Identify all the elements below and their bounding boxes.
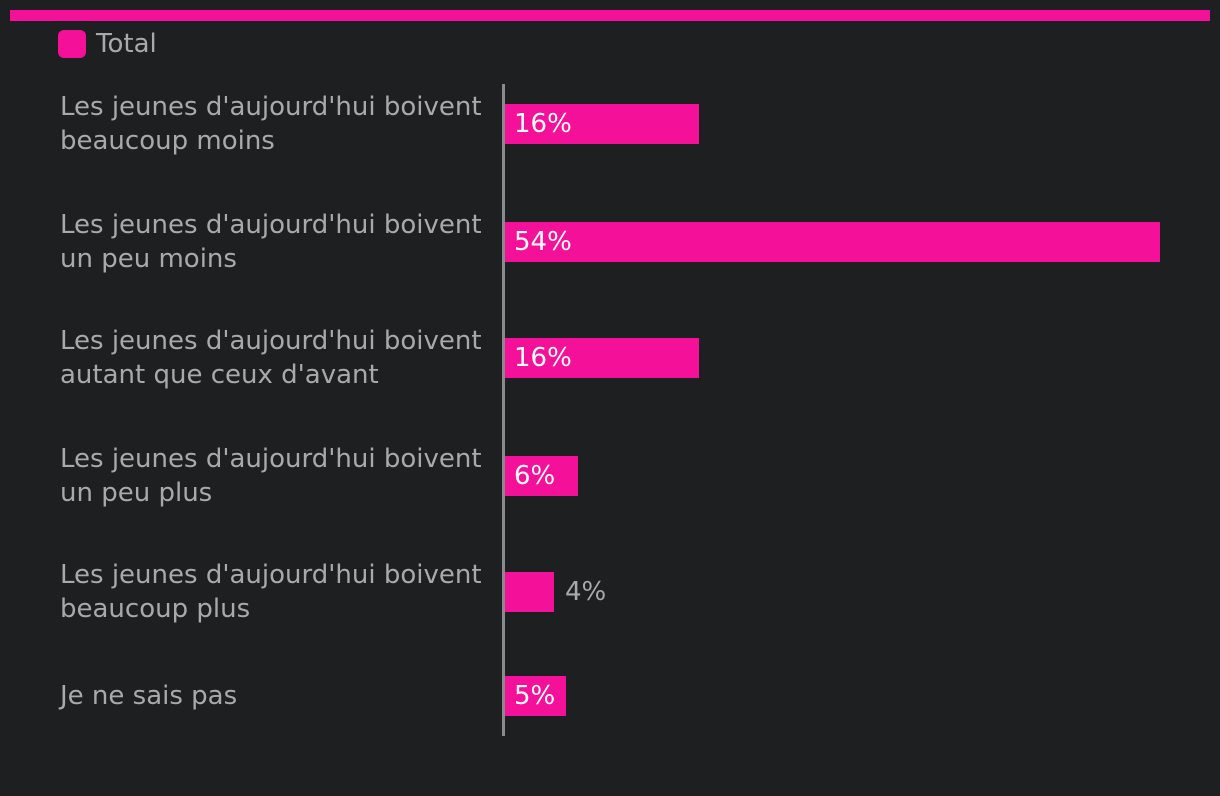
legend-swatch bbox=[58, 30, 86, 58]
legend-label-total: Total bbox=[96, 29, 157, 59]
bar bbox=[505, 104, 699, 144]
bar-value-label: 16% bbox=[514, 343, 572, 373]
bar-value-label: 54% bbox=[514, 227, 572, 257]
bar bbox=[505, 676, 566, 716]
bar bbox=[505, 222, 1160, 262]
bar-value-label: 6% bbox=[514, 461, 556, 491]
top-accent-bar bbox=[10, 10, 1210, 21]
bar-value-label: 16% bbox=[514, 109, 572, 139]
bar bbox=[505, 572, 554, 612]
legend: Total bbox=[58, 28, 157, 60]
category-label: Les jeunes d'aujourd'hui boivent beaucou… bbox=[60, 560, 482, 624]
category-label: Les jeunes d'aujourd'hui boivent un peu … bbox=[60, 210, 482, 274]
category-label: Les jeunes d'aujourd'hui boivent un peu … bbox=[60, 444, 482, 508]
bar bbox=[505, 338, 699, 378]
bar-value-label: 5% bbox=[514, 681, 556, 711]
y-axis-line bbox=[502, 84, 505, 736]
category-label: Les jeunes d'aujourd'hui boivent beaucou… bbox=[60, 92, 482, 156]
bar-value-label: 4% bbox=[565, 577, 607, 607]
category-label: Les jeunes d'aujourd'hui boivent autant … bbox=[60, 326, 482, 390]
bar bbox=[505, 456, 578, 496]
category-label: Je ne sais pas bbox=[60, 681, 238, 711]
